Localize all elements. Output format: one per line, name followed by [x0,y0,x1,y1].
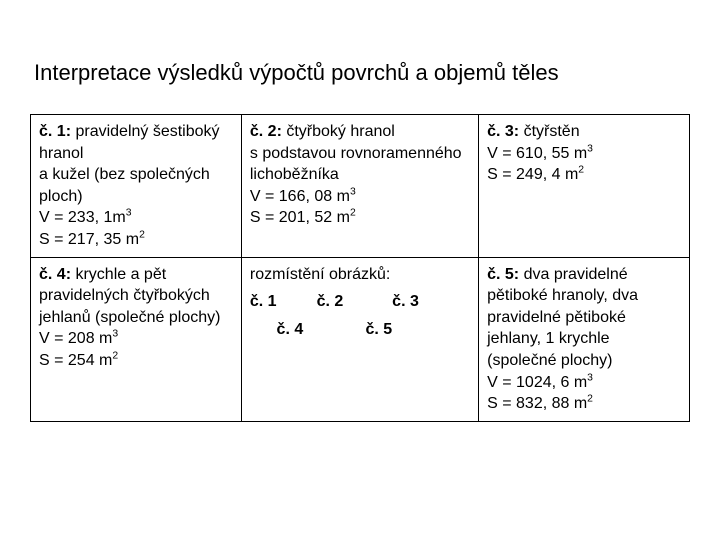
cell-surface: S = 254 m [39,352,112,369]
results-table: č. 1: pravidelný šestiboký hranol a kuže… [30,114,690,422]
cell-volume: V = 610, 55 m [487,145,587,162]
cell-3: č. 3: čtyřstěn V = 610, 55 m3 S = 249, 4… [479,115,690,258]
cell-desc-1: čtyřstěn [519,123,579,140]
table-row: č. 1: pravidelný šestiboký hranol a kuže… [31,115,690,258]
cell-volume: V = 166, 08 m [250,188,350,205]
layout-label: č. 3 [392,293,419,310]
cell-volume: V = 1024, 6 m [487,374,587,391]
layout-label: č. 5 [365,321,392,338]
spacer [277,293,317,310]
exp: 2 [587,394,593,405]
layout-heading: rozmístění obrázků: [250,266,391,283]
cell-desc-1: čtyřboký hranol [282,123,395,140]
exp: 3 [126,208,132,219]
cell-desc-2: a kužel (bez společných ploch) [39,166,210,205]
exp: 3 [587,372,593,383]
exp: 2 [139,230,145,241]
cell-surface: S = 249, 4 m [487,166,578,183]
exp: 2 [578,165,584,176]
page-title: Interpretace výsledků výpočtů povrchů a … [30,60,690,86]
cell-volume: V = 233, 1m [39,209,126,226]
exp: 3 [350,186,356,197]
cell-6: č. 5: dva pravidelné pětiboké hranoly, d… [479,257,690,421]
cell-2: č. 2: čtyřboký hranol s podstavou rovnor… [241,115,478,258]
cell-label: č. 1: [39,123,71,140]
layout-label: č. 2 [317,293,344,310]
cell-4: č. 4: krychle a pět pravidelných čtyřbok… [31,257,242,421]
spacer [303,321,365,338]
exp: 2 [112,351,118,362]
exp: 2 [350,208,356,219]
cell-label: č. 2: [250,123,282,140]
exp: 3 [587,143,593,154]
layout-label: č. 1 [250,293,277,310]
cell-volume: V = 208 m [39,330,112,347]
cell-5-layout: rozmístění obrázků: č. 1 č. 2 č. 3 č. 4 … [241,257,478,421]
cell-label: č. 4: [39,266,71,283]
cell-surface: S = 832, 88 m [487,395,587,412]
spacer [343,293,392,310]
cell-1: č. 1: pravidelný šestiboký hranol a kuže… [31,115,242,258]
exp: 3 [112,329,118,340]
cell-label: č. 3: [487,123,519,140]
cell-surface: S = 201, 52 m [250,209,350,226]
table-row: č. 4: krychle a pět pravidelných čtyřbok… [31,257,690,421]
cell-desc-2: s podstavou rovnoramenného lichoběžníka [250,145,462,184]
cell-surface: S = 217, 35 m [39,231,139,248]
spacer [250,321,277,338]
layout-label: č. 4 [277,321,304,338]
cell-label: č. 5: [487,266,519,283]
